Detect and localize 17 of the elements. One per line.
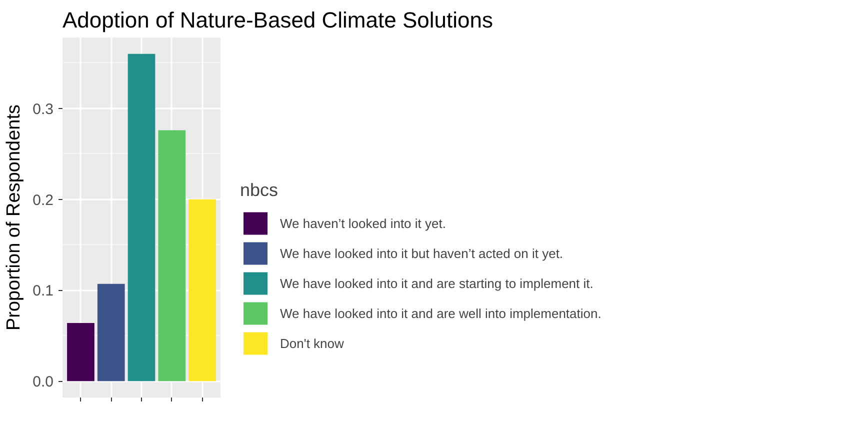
bar bbox=[188, 199, 216, 382]
y-tick-label: 0.3 bbox=[32, 100, 54, 118]
legend-title: nbcs bbox=[240, 180, 280, 201]
y-tick-label: 0.1 bbox=[32, 282, 54, 300]
y-tick-label: 0.2 bbox=[32, 192, 54, 209]
bar bbox=[128, 54, 156, 382]
legend-label: We have looked into it and are well into implementation. bbox=[280, 304, 602, 323]
text: Adoption of Nature-Based Climate Solutions bbox=[62, 8, 493, 32]
legend-label: We haven’t looked into it yet. bbox=[280, 214, 446, 233]
y-tick-label: 0.0 bbox=[32, 374, 54, 391]
y-axis-title: Proportion of Respondents bbox=[4, 104, 25, 331]
legend-label: We have looked into it but haven’t acted on it yet. bbox=[280, 244, 564, 263]
bar bbox=[158, 130, 186, 382]
legend-label: Don't know bbox=[280, 334, 344, 352]
legend-label: We have looked into it and are starting to implement it. bbox=[280, 274, 594, 293]
bar bbox=[97, 284, 125, 382]
bar bbox=[67, 322, 94, 382]
